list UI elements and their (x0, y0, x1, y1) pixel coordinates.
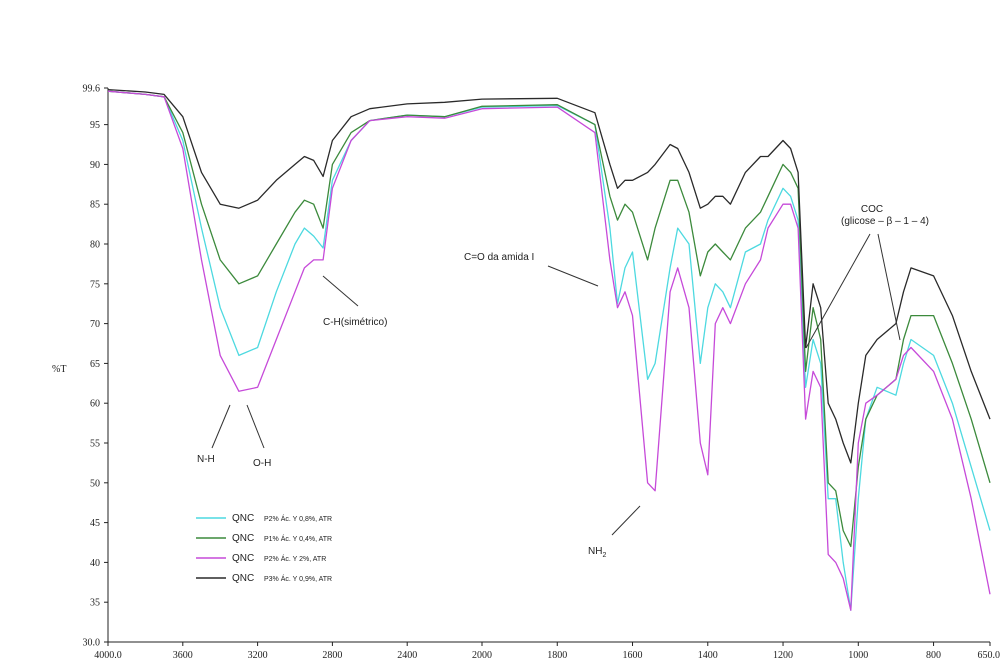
x-tick-label: 1800 (547, 650, 567, 661)
nh2-pointer (611, 505, 641, 536)
y-tick-label: 70 (90, 319, 100, 330)
legend-name: QNC (232, 513, 254, 524)
annotation-oh: O-H (253, 458, 271, 469)
x-tick-label: 1200 (773, 650, 793, 661)
legend-detail: P2% Ác. Y 0,8%, ATR (264, 514, 332, 523)
y-tick-label: 35 (90, 598, 100, 609)
legend-name: QNC (232, 533, 254, 544)
ch-pointer (322, 275, 359, 307)
coc-pointer-left (805, 233, 871, 349)
y-tick-label: 45 (90, 518, 100, 529)
oh-pointer (246, 404, 265, 449)
series-group (107, 88, 991, 611)
x-tick-label: 1400 (698, 650, 718, 661)
x-tick-group: 4000.0 3600 3200 2800 2400 2000 1800 1600 1400 12… (94, 642, 1000, 661)
x-tick-label: 2800 (322, 650, 342, 661)
y-tick-label: 85 (90, 200, 100, 211)
y-tick-label: 99.6 (83, 84, 101, 95)
series-line-1 (107, 90, 991, 611)
y-tick-label: 90 (90, 160, 100, 171)
y-tick-label: 40 (90, 558, 100, 569)
y-tick-label: 55 (90, 439, 100, 450)
y-axis-label: %T (52, 364, 66, 375)
legend-item: QNC P2% Ác. Y 0,8%, ATR (196, 513, 332, 524)
y-tick-label: 60 (90, 399, 100, 410)
annotation-nh2: NH2 (588, 546, 606, 559)
annotations: N-H O-H C-H(simétrico) C=O da amida I NH… (197, 204, 929, 559)
x-tick-label: 2400 (397, 650, 417, 661)
legend-name: QNC (232, 553, 254, 564)
y-tick-label: 75 (90, 279, 100, 290)
legend-item: QNC P1% Ác. Y 0,4%, ATR (196, 533, 332, 544)
y-tick-label: 95 (90, 120, 100, 131)
legend-detail: P3% Ác. Y 0,9%, ATR (264, 574, 332, 583)
legend-item: QNC P2% Ác. Y 2%, ATR (196, 553, 326, 564)
series-line-2 (107, 90, 991, 548)
x-tick-label: 4000.0 (94, 650, 122, 661)
x-tick-label: 800 (926, 650, 941, 661)
y-tick-label: 50 (90, 478, 100, 489)
coc-pointer-right (877, 233, 901, 341)
x-tick-label: 1600 (623, 650, 643, 661)
co-pointer (547, 265, 599, 287)
y-tick-group: 30.0 35 40 45 50 55 60 65 70 75 80 85 90 95 99.6 (83, 84, 108, 649)
legend-detail: P1% Ác. Y 0,4%, ATR (264, 534, 332, 543)
legend: QNC P2% Ác. Y 0,8%, ATR QNC P1% Ác. Y 0,… (196, 513, 332, 584)
annotation-glicose: (glicose – β – 1 – 4) (841, 216, 929, 227)
x-tick-label: 650.0 (978, 650, 1001, 661)
x-tick-label: 3600 (173, 650, 193, 661)
legend-item: QNC P3% Ác. Y 0,9%, ATR (196, 573, 332, 584)
x-tick-label: 1000 (848, 650, 868, 661)
x-tick-label: 3200 (248, 650, 268, 661)
annotation-nh: N-H (197, 454, 215, 465)
y-tick-label: 65 (90, 359, 100, 370)
annotation-ch: C-H(simétrico) (323, 317, 387, 328)
legend-detail: P2% Ác. Y 2%, ATR (264, 554, 326, 563)
legend-name: QNC (232, 573, 254, 584)
annotation-co-amida: C=O da amida I (464, 252, 534, 263)
annotation-coc: COC (861, 204, 883, 215)
y-tick-label: 80 (90, 240, 100, 251)
x-tick-label: 2000 (472, 650, 492, 661)
nh-pointer (211, 404, 231, 449)
y-tick-label: 30.0 (83, 638, 101, 649)
series-line-3 (107, 90, 991, 611)
series-line-4 (107, 88, 991, 464)
